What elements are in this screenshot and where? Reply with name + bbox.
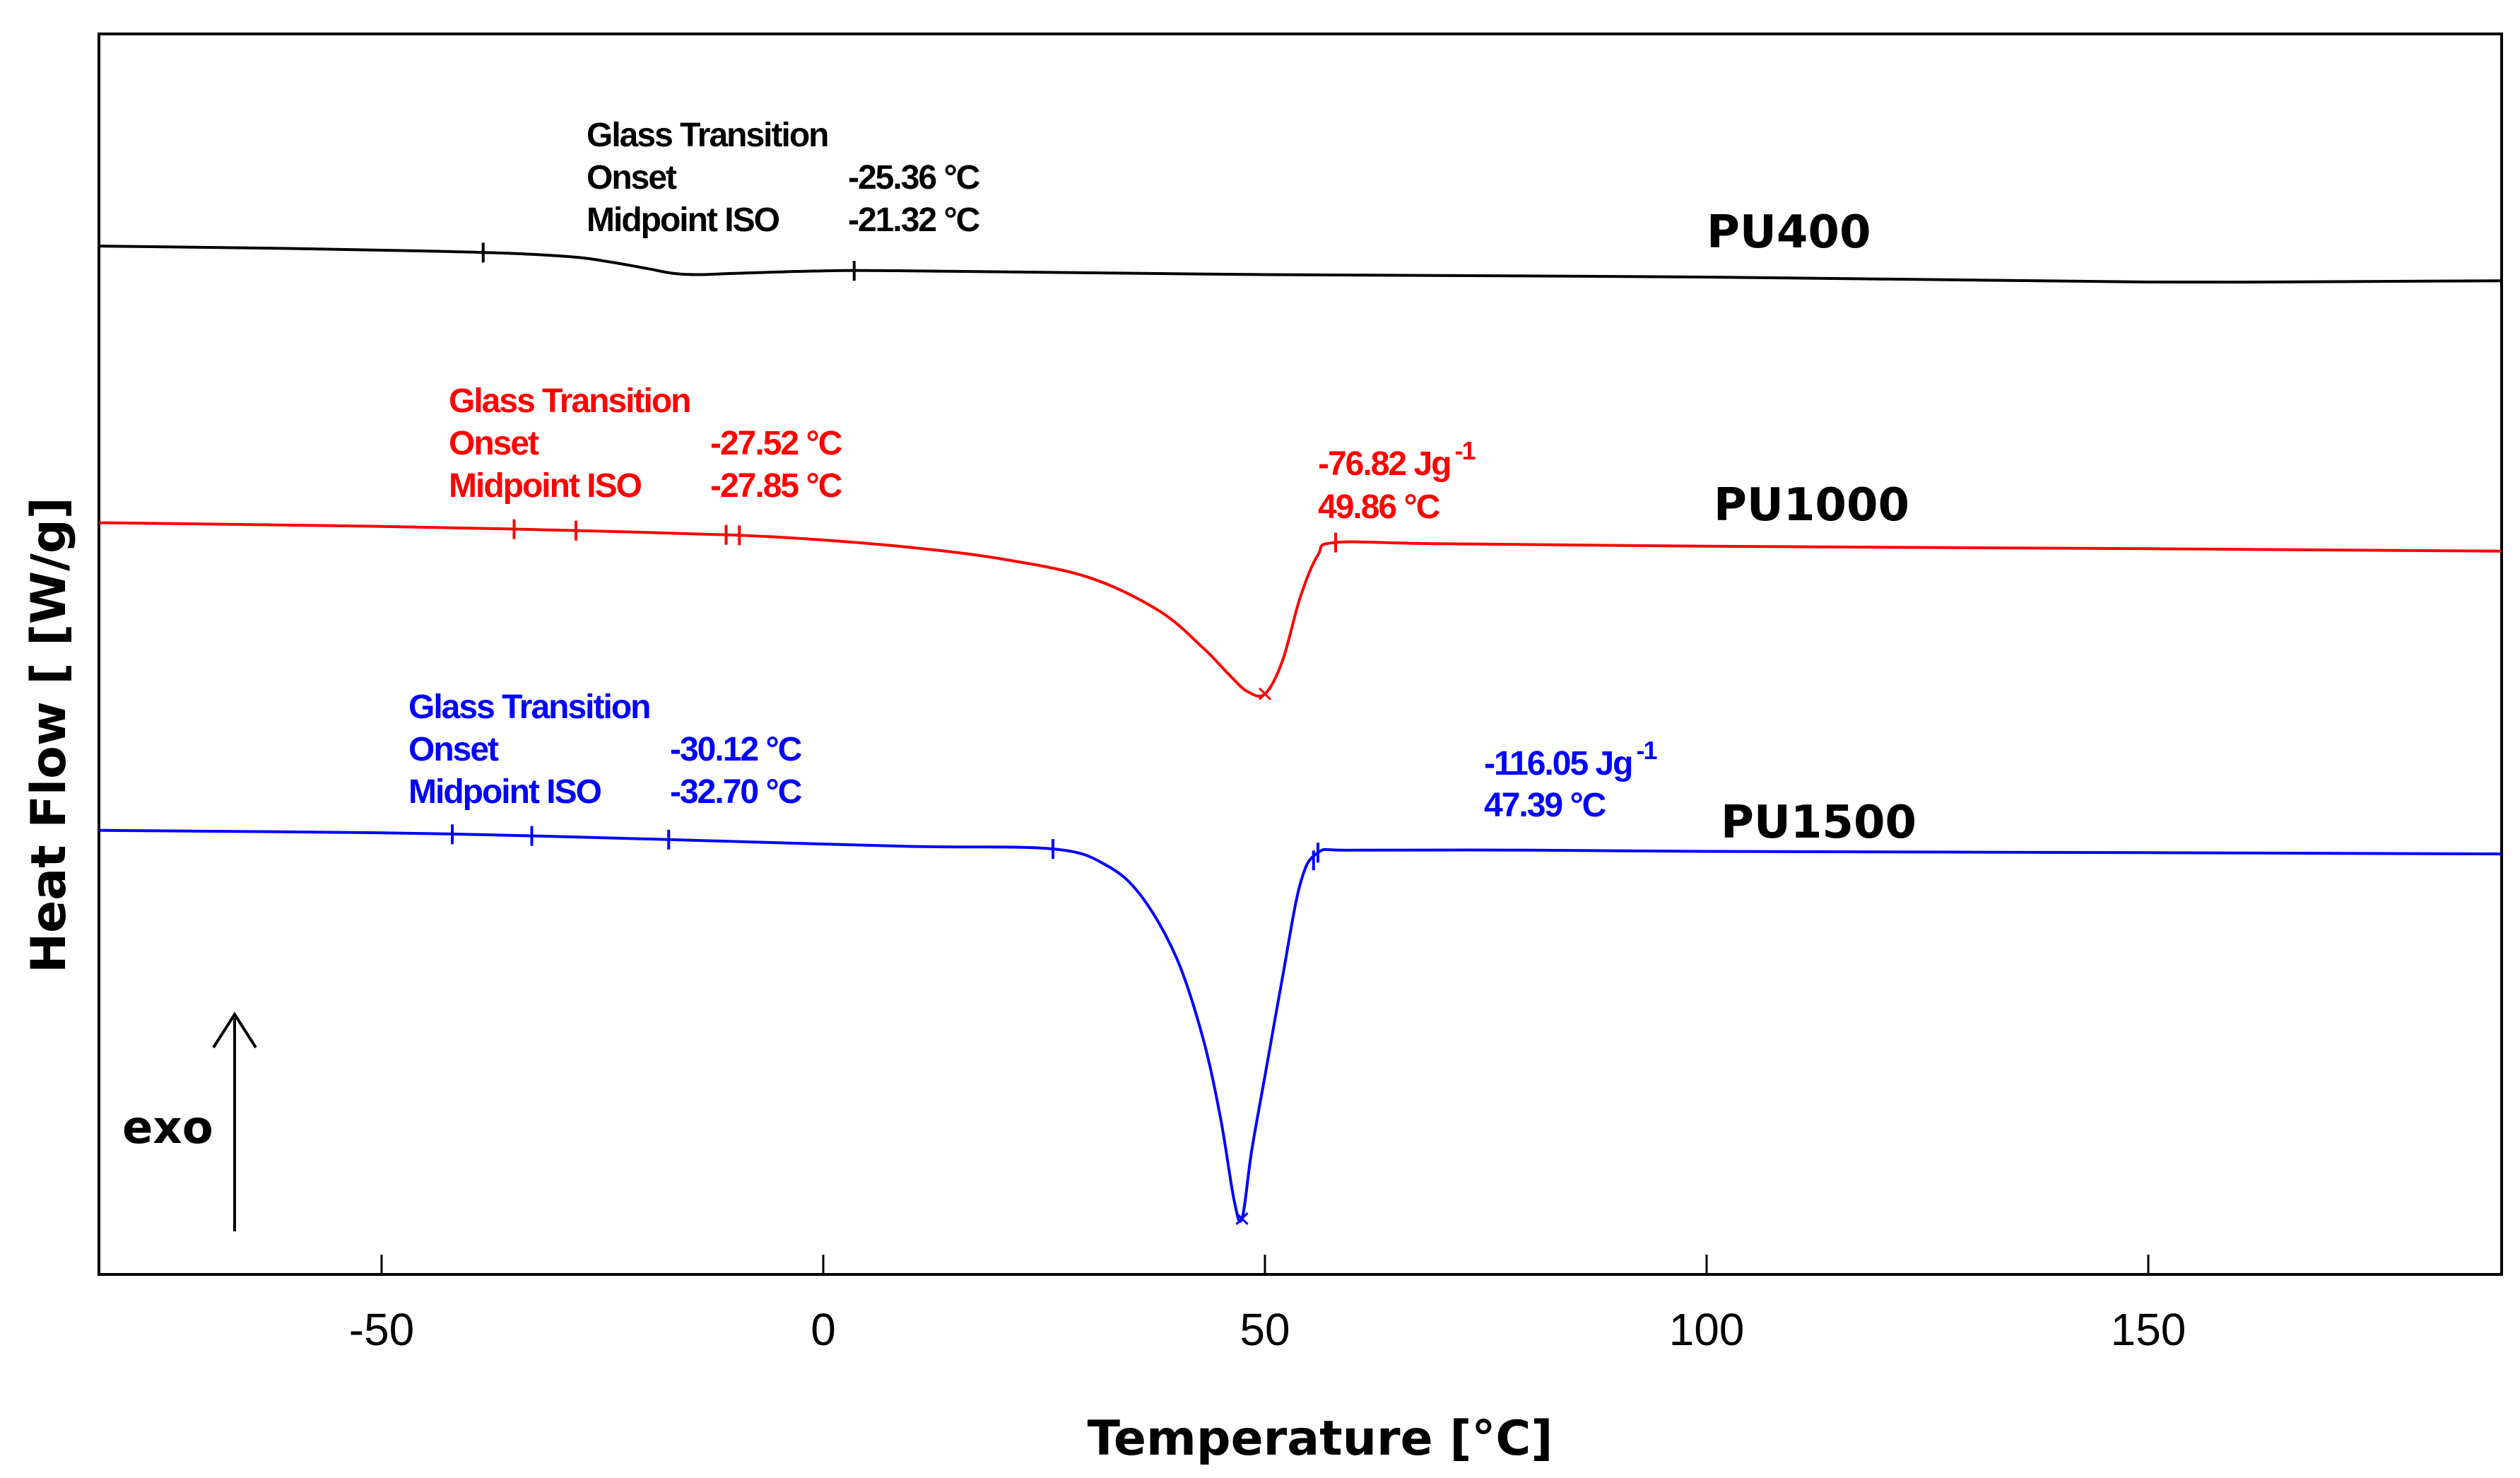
peak-marker-icon [1258, 687, 1272, 700]
series-label-pu1500: PU1500 [1721, 797, 1917, 849]
x-tick-label: 50 [1240, 1304, 1290, 1355]
peak-marker-icon [1235, 1212, 1249, 1226]
exo-arrowhead-icon [212, 1011, 257, 1049]
peak-enthalpy-value: -116.05 Jg [1484, 745, 1632, 782]
x-tick-label: 0 [811, 1304, 836, 1355]
peak-enthalpy-value: -76.82 Jg [1318, 445, 1450, 483]
annotation-midpoint-label: Midpoint ISO [587, 201, 779, 239]
x-ticks: -50 0 50 100 150 [349, 1255, 2186, 1355]
annotation-midpoint-value: -21.32 °C [848, 201, 980, 239]
x-tick-label: 100 [1669, 1304, 1745, 1355]
annotation-title: Glass Transition [449, 382, 690, 420]
annotation-midpoint-label: Midpoint ISO [408, 773, 601, 811]
annotation-pu400: Glass Transition Onset -25.36 °C Midpoin… [587, 117, 982, 239]
annotation-onset-value: -25.36 °C [848, 159, 980, 197]
peak-enthalpy-exponent: -1 [1637, 736, 1658, 765]
annotation-midpoint-value: -27.85 °C [710, 467, 842, 505]
peak-enthalpy: -76.82 Jg -1 [1318, 436, 1476, 483]
series-label-pu400: PU400 [1707, 206, 1871, 259]
peak-temperature: 49.86 °C [1318, 488, 1440, 526]
series-line-pu1500 [98, 828, 2502, 1224]
annotation-onset-value: -27.52 °C [710, 425, 842, 462]
series-line-pu400 [98, 245, 2502, 284]
annotation-pu1000: Glass Transition Onset -27.52 °C Midpoin… [449, 382, 1477, 526]
marker-layer [451, 242, 1337, 1226]
series-layer [98, 245, 2502, 1224]
annotation-title: Glass Transition [587, 117, 828, 154]
annotation-onset-value: -30.12 °C [670, 731, 802, 768]
x-tick-label: 150 [2111, 1304, 2186, 1355]
plot-frame [98, 33, 2503, 1276]
series-line-pu1000 [98, 521, 2502, 698]
annotation-onset-label: Onset [408, 731, 499, 768]
x-axis-title: Temperature [°C] [1088, 1411, 1553, 1467]
peak-enthalpy: -116.05 Jg -1 [1484, 736, 1657, 782]
annotation-midpoint-label: Midpoint ISO [449, 467, 642, 505]
exo-label: exo [122, 1102, 213, 1154]
annotation-pu1500: Glass Transition Onset -30.12 °C Midpoin… [408, 688, 1659, 824]
annotation-title: Glass Transition [408, 688, 649, 726]
annotation-onset-label: Onset [449, 425, 539, 462]
x-tick-label: -50 [349, 1304, 415, 1355]
peak-enthalpy-exponent: -1 [1454, 436, 1476, 465]
y-axis-title: Heat Flow [ [W/g] [21, 497, 77, 973]
series-label-pu1000: PU1000 [1714, 479, 1909, 532]
peak-temperature: 47.39 °C [1484, 787, 1606, 824]
annotation-onset-label: Onset [587, 159, 677, 197]
annotation-midpoint-value: -32.70 °C [670, 773, 802, 811]
